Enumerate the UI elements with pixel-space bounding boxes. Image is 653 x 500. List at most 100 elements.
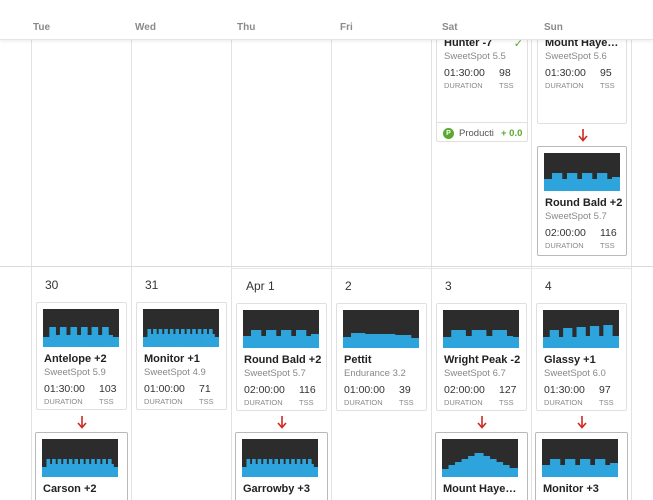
- workout-tss: 39: [399, 384, 411, 396]
- tss-label: TSS: [99, 397, 114, 406]
- day-name: Fri: [340, 22, 353, 33]
- workout-card[interactable]: Carson +2: [35, 432, 128, 500]
- workout-duration: 01:30:00: [544, 384, 585, 396]
- workout-tss: 127: [499, 384, 517, 396]
- column-divider: [231, 40, 232, 500]
- workout-tss: 116: [600, 227, 617, 239]
- date-number: 2: [345, 279, 352, 293]
- workout-title: Monitor +1: [144, 353, 200, 365]
- duration-label: DURATION: [444, 398, 483, 407]
- productivity-badge[interactable]: P Producti + 0.0: [436, 122, 528, 142]
- workout-duration: 01:30:00: [545, 67, 586, 79]
- workout-duration: 02:00:00: [244, 384, 285, 396]
- workout-duration: 01:00:00: [344, 384, 385, 396]
- workout-graph: [544, 153, 621, 191]
- workout-subtitle: SweetSpot 4.9: [144, 367, 206, 378]
- workout-title: Mount Haye…: [443, 483, 517, 495]
- date-number: 30: [45, 278, 59, 292]
- workout-graph: [343, 310, 420, 348]
- workout-subtitle: SweetSpot 5.9: [44, 367, 106, 378]
- tss-label: TSS: [499, 398, 514, 407]
- workout-tss: 71: [199, 383, 211, 395]
- day-header-fri: Fri: [338, 0, 438, 40]
- workout-card[interactable]: Round Bald +2 SweetSpot 5.7 02:00:00 116…: [236, 303, 327, 411]
- workout-graph: [143, 309, 220, 347]
- day-name: Sun: [544, 22, 563, 33]
- workout-title: Monitor +3: [543, 483, 599, 495]
- replacement-arrow-icon: [575, 415, 589, 429]
- workout-duration: 01:30:00: [444, 67, 485, 79]
- day-header-sun: Sun: [542, 0, 642, 40]
- day-header-sat: Sat: [440, 0, 540, 40]
- workout-tss: 97: [599, 384, 611, 396]
- workout-card[interactable]: Round Bald +2 SweetSpot 5.7 02:00:00 116…: [537, 146, 627, 256]
- date-number: Apr 1: [246, 279, 275, 293]
- workout-title: Garrowby +3: [243, 483, 310, 495]
- workout-title: Carson +2: [43, 483, 97, 495]
- workout-card[interactable]: Garrowby +3: [235, 432, 328, 500]
- column-divider: [431, 40, 432, 500]
- workout-subtitle: SweetSpot 5.6: [545, 51, 607, 62]
- workout-subtitle: Endurance 3.2: [344, 368, 406, 379]
- replacement-arrow-icon: [475, 415, 489, 429]
- date-number: 31: [145, 278, 159, 292]
- duration-label: DURATION: [344, 398, 383, 407]
- tss-label: TSS: [600, 241, 615, 250]
- duration-label: DURATION: [545, 241, 584, 250]
- duration-label: DURATION: [144, 397, 183, 406]
- workout-title: Round Bald +2: [244, 354, 322, 366]
- workout-graph: [43, 309, 120, 347]
- tss-label: TSS: [599, 398, 614, 407]
- day-name: Thu: [237, 22, 256, 33]
- duration-label: DURATION: [544, 398, 583, 407]
- workout-subtitle: SweetSpot 5.5: [444, 51, 506, 62]
- duration-label: DURATION: [244, 398, 283, 407]
- checkmark-icon: ✓: [513, 38, 523, 50]
- column-divider: [131, 40, 132, 500]
- workout-duration: 01:00:00: [144, 383, 185, 395]
- workout-card[interactable]: Mount Haye…: [435, 432, 528, 500]
- workout-title: Round Bald +2: [545, 197, 623, 209]
- duration-label: DURATION: [545, 81, 584, 90]
- replacement-arrow-icon: [576, 128, 590, 142]
- column-divider: [631, 40, 632, 500]
- current-week-highlight: [231, 268, 631, 269]
- workout-card[interactable]: Monitor +3: [535, 432, 628, 500]
- column-divider: [331, 40, 332, 500]
- productivity-label: Producti: [459, 128, 494, 139]
- day-header-wed: Wed: [133, 0, 233, 40]
- workout-duration: 02:00:00: [545, 227, 586, 239]
- workout-graph: [443, 310, 520, 348]
- workout-card[interactable]: Wright Peak -2 SweetSpot 6.7 02:00:00 12…: [436, 303, 527, 411]
- workout-graph: [243, 310, 320, 348]
- column-divider: [531, 40, 532, 500]
- replacement-arrow-icon: [75, 415, 89, 429]
- workout-subtitle: SweetSpot 6.7: [444, 368, 506, 379]
- workout-title: Mount Haye…: [545, 37, 619, 49]
- day-header-tue: Tue: [31, 0, 131, 40]
- workout-duration: 02:00:00: [444, 384, 485, 396]
- workout-subtitle: SweetSpot 5.7: [244, 368, 306, 379]
- workout-subtitle: SweetSpot 5.7: [545, 211, 607, 222]
- workout-tss: 103: [99, 383, 117, 395]
- workout-title: Wright Peak -2: [444, 354, 521, 366]
- workout-card[interactable]: Pettit Endurance 3.2 01:00:00 39 DURATIO…: [336, 303, 427, 411]
- workout-card[interactable]: Glassy +1 SweetSpot 6.0 01:30:00 97 DURA…: [536, 303, 627, 411]
- day-header-bar: [0, 0, 653, 40]
- day-header-thu: Thu: [235, 0, 335, 40]
- workout-title: Pettit: [344, 354, 372, 366]
- duration-label: DURATION: [44, 397, 83, 406]
- day-name: Tue: [33, 22, 51, 33]
- workout-tss: 116: [299, 384, 316, 396]
- workout-graph: [242, 439, 319, 477]
- workout-card[interactable]: Monitor +1 SweetSpot 4.9 01:00:00 71 DUR…: [136, 302, 227, 410]
- workout-card[interactable]: Antelope +2 SweetSpot 5.9 01:30:00 103 D…: [36, 302, 127, 410]
- week-divider: [0, 266, 653, 267]
- workout-subtitle: SweetSpot 6.0: [544, 368, 606, 379]
- duration-label: DURATION: [444, 81, 483, 90]
- tss-label: TSS: [600, 81, 615, 90]
- tss-label: TSS: [199, 397, 214, 406]
- replacement-arrow-icon: [275, 415, 289, 429]
- date-number: 4: [545, 279, 552, 293]
